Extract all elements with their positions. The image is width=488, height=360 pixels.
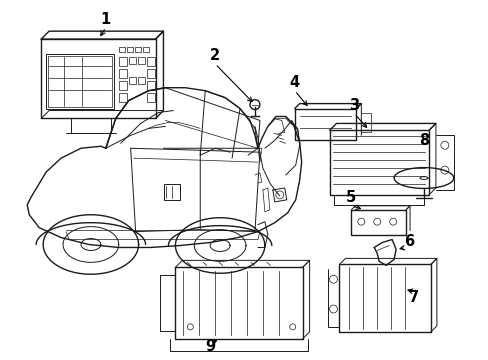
Bar xyxy=(128,77,135,84)
Bar xyxy=(119,57,126,66)
Text: 2: 2 xyxy=(210,49,220,63)
Bar xyxy=(126,47,132,52)
Text: 8: 8 xyxy=(418,133,428,148)
Text: 7: 7 xyxy=(408,289,418,305)
Bar xyxy=(46,54,114,109)
Text: 1: 1 xyxy=(101,12,111,27)
Text: 5: 5 xyxy=(346,190,356,205)
Bar xyxy=(128,57,135,64)
Bar xyxy=(48,56,112,107)
Text: 9: 9 xyxy=(204,339,215,354)
Bar xyxy=(164,184,180,200)
Bar xyxy=(137,77,144,84)
Bar xyxy=(146,69,154,78)
Text: 6: 6 xyxy=(403,234,413,249)
Bar xyxy=(146,93,154,102)
Bar xyxy=(119,69,126,78)
Bar xyxy=(146,81,154,90)
Text: 4: 4 xyxy=(289,75,299,90)
Bar xyxy=(134,47,141,52)
Bar xyxy=(119,93,126,102)
Bar xyxy=(119,81,126,90)
Bar xyxy=(142,47,148,52)
Text: 3: 3 xyxy=(348,98,359,113)
Bar xyxy=(146,57,154,66)
Bar xyxy=(119,47,124,52)
Bar xyxy=(137,57,144,64)
